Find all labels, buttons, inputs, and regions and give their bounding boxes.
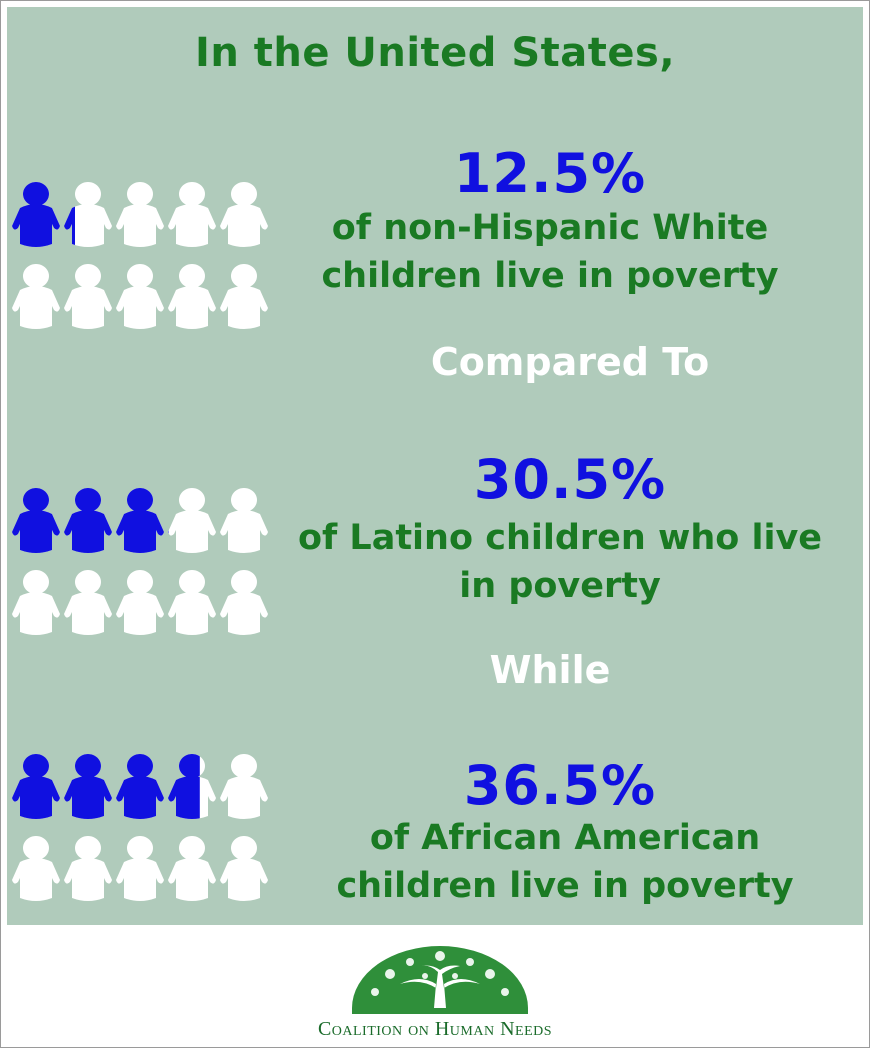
person-icon: [220, 182, 268, 247]
person-icon: [168, 754, 216, 819]
stat-description-line: of African American: [369, 818, 761, 858]
person-icon: [168, 570, 216, 635]
person-icon: [64, 264, 112, 329]
stat-percent-african-american: 36.5%: [463, 754, 657, 817]
person-icon: [64, 488, 112, 553]
person-icon: [116, 182, 164, 247]
stat-percent-latino: 30.5%: [473, 448, 667, 511]
people-icon-grid-latino: [10, 486, 276, 636]
person-icon: [116, 488, 164, 553]
person-icon: [64, 182, 112, 247]
person-icon: [12, 754, 60, 819]
tree-icon: [350, 944, 530, 1018]
headline: In the United States,: [194, 30, 676, 76]
person-icon: [220, 264, 268, 329]
person-icon: [220, 836, 268, 901]
stat-description-line: children live in poverty: [321, 256, 779, 296]
person-icon: [168, 488, 216, 553]
person-icon: [12, 264, 60, 329]
person-icon: [12, 488, 60, 553]
stat-description-line: children live in poverty: [336, 866, 794, 906]
stat-description-line: of non-Hispanic White: [331, 208, 769, 248]
person-icon: [168, 264, 216, 329]
connector-while: While: [489, 648, 611, 692]
stat-description-line: of Latino children who live: [297, 518, 823, 558]
person-icon: [12, 570, 60, 635]
person-icon: [116, 754, 164, 819]
person-icon: [12, 182, 60, 247]
person-icon: [116, 264, 164, 329]
person-icon: [12, 836, 60, 901]
stat-description-white: of non-Hispanic White children live in p…: [290, 204, 810, 300]
person-icon: [168, 836, 216, 901]
person-icon: [220, 570, 268, 635]
person-icon: [168, 182, 216, 247]
person-icon: [64, 754, 112, 819]
stat-description-african-american: of African American children live in pov…: [300, 814, 830, 910]
person-icon: [116, 836, 164, 901]
stat-description-line: in poverty: [459, 566, 661, 606]
connector-compared-to: Compared To: [430, 340, 710, 384]
people-icon-grid-white: [10, 180, 276, 330]
person-icon: [64, 836, 112, 901]
org-name: Coalition on Human Needs: [0, 1018, 870, 1041]
person-icon: [64, 570, 112, 635]
person-icon: [220, 754, 268, 819]
stat-description-latino: of Latino children who live in poverty: [290, 514, 830, 610]
person-icon: [220, 488, 268, 553]
person-icon: [116, 570, 164, 635]
stat-percent-white: 12.5%: [453, 142, 647, 205]
people-icon-grid-african-american: [10, 752, 276, 902]
org-name-text: Coalition on Human Needs: [317, 1018, 553, 1040]
